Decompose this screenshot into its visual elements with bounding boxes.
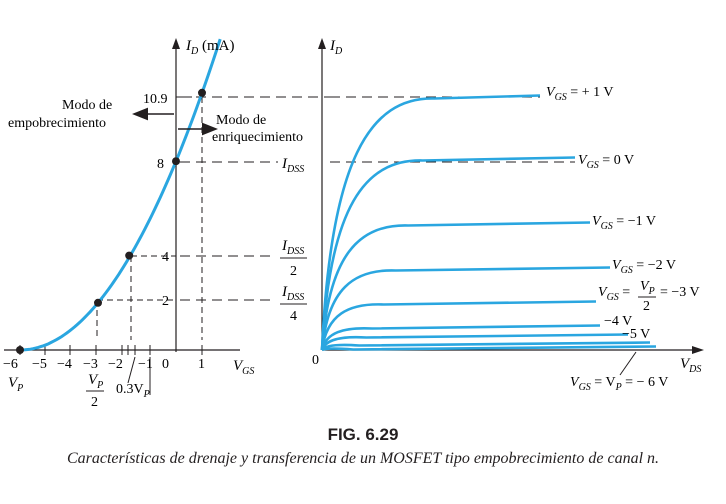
drain-curve [320,94,541,351]
drain-curve [320,156,576,351]
drain-curves [320,94,657,352]
transfer-x-label: VGS [233,358,254,377]
idss-half-label: IDSS 2 [280,238,307,279]
drain-origin: 0 [312,353,319,368]
drain-y-arrow [318,38,326,49]
drain-curve [320,300,597,351]
transfer-x-tick-labels: −6 −5 −4 −3 −2 −1 0 1 [3,357,205,372]
transfer-point [172,157,180,166]
label-vgs-minus3: VGS = VP 2 = −3 V [598,279,700,314]
label-vgs-minus2: VGS = −2 V [612,258,676,276]
transfer-plot: ID (mA) VGS 10.9 8 4 2 −6 −5 −4 −3 −2 −1… [3,38,330,410]
transfer-guides [96,96,330,340]
vp-half-label: VP 2 [86,372,104,410]
vp03-leader [127,356,136,384]
svg-text:= −3 V: = −3 V [660,285,700,300]
drain-curve [320,266,611,351]
transfer-point [16,346,24,354]
svg-text:IDSS: IDSS [281,238,304,257]
vp-03-label: 0.3VP [116,382,150,400]
label-vgs-minus1: VGS = −1 V [592,214,656,232]
svg-text:−1: −1 [138,357,153,372]
svg-text:−6: −6 [3,357,18,372]
enhancement-label-1: Modo de [216,113,266,128]
drain-x-arrow [692,346,704,354]
enhancement-label-2: enriquecimiento [212,130,303,145]
drain-curve [320,221,591,351]
drain-curve [321,345,657,352]
svg-text:VP: VP [88,372,103,391]
idss-quarter-label: IDSS 4 [280,284,307,324]
svg-text:2: 2 [290,264,297,279]
drain-plot: ID VDS 0 IDSS IDSS 2 IDSS 4 VGS = + 1 V … [280,38,704,393]
drain-y-label: ID [329,38,343,57]
vp-label: VP [8,375,23,394]
depletion-label-2: empobrecimiento [8,116,106,131]
y-tick-2: 2 [162,294,169,309]
svg-text:4: 4 [290,309,297,324]
svg-text:−2: −2 [108,357,123,372]
transfer-point [198,88,206,97]
svg-text:−4: −4 [57,357,72,372]
svg-text:VGS =: VGS = [598,285,630,303]
svg-text:VP: VP [640,279,655,297]
idss-label: IDSS [281,156,304,175]
label-vgs-plus1: VGS = + 1 V [546,85,613,103]
svg-text:IDSS: IDSS [281,284,304,303]
label-vgs-vp: VGS = VP = − 6 V [570,375,668,393]
transfer-y-label: ID (mA) [185,38,234,57]
transfer-curve [19,38,222,352]
bottom-curve-leader [619,351,637,376]
transfer-point [125,251,134,260]
transfer-points [16,88,206,354]
transfer-y-arrow [172,38,180,49]
y-tick-10-9: 10.9 [143,92,168,107]
svg-text:0: 0 [162,357,169,372]
label-vgs-minus5: −5 V [622,327,650,342]
label-vgs-0: VGS = 0 V [578,153,634,171]
svg-text:1: 1 [198,357,205,372]
y-tick-8: 8 [157,157,164,172]
svg-text:−5: −5 [32,357,47,372]
transfer-point [94,298,102,307]
svg-text:2: 2 [643,299,650,314]
figure-caption: Características de drenaje y transferenc… [66,450,660,467]
depletion-label-1: Modo de [62,98,112,113]
y-tick-4: 4 [162,250,169,265]
figure-number: FIG. 6.29 [327,425,399,444]
drain-x-label: VDS [680,356,701,375]
label-vgs-minus4: −4 V [604,314,632,329]
svg-text:−3: −3 [83,357,98,372]
svg-text:2: 2 [91,395,98,410]
